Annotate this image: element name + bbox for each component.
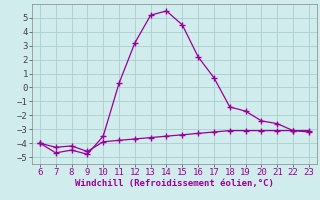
X-axis label: Windchill (Refroidissement éolien,°C): Windchill (Refroidissement éolien,°C) — [75, 179, 274, 188]
